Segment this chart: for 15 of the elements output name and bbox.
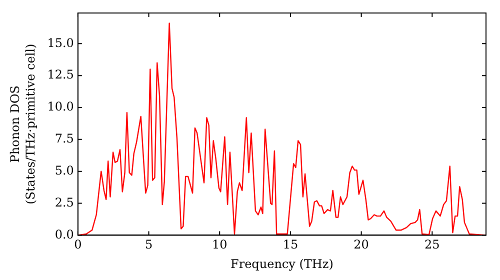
y-tick-label: 5.0 bbox=[54, 163, 74, 178]
x-tick-label: 25 bbox=[424, 238, 440, 252]
x-tick-label: 15 bbox=[282, 238, 298, 252]
x-tick-label: 20 bbox=[354, 238, 369, 252]
y-axis-title: Phonon DOS (States/THz·primitive cell) bbox=[8, 44, 38, 204]
y-tick-label: 10.0 bbox=[47, 100, 74, 114]
y-tick-label: 0.0 bbox=[54, 227, 74, 242]
x-tick-label: 5 bbox=[144, 238, 153, 252]
x-axis-title: Frequency (THz) bbox=[230, 256, 334, 271]
y-tick-label: 7.5 bbox=[54, 132, 74, 146]
x-tick-label: 0 bbox=[74, 238, 82, 252]
y-tick-label: 15.0 bbox=[47, 36, 74, 50]
x-tick-label: 10 bbox=[212, 238, 228, 252]
y-tick-label: 12.5 bbox=[47, 68, 74, 82]
y-tick-label: 2.5 bbox=[54, 195, 74, 210]
